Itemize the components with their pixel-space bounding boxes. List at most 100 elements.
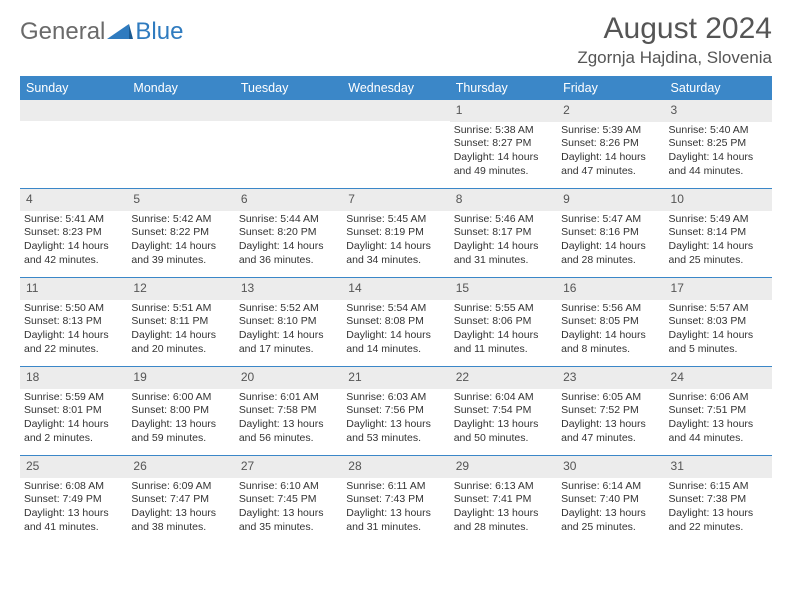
calendar-cell: 22Sunrise: 6:04 AMSunset: 7:54 PMDayligh… xyxy=(450,367,557,455)
sunrise-line: Sunrise: 6:00 AM xyxy=(131,391,230,405)
day-number: 11 xyxy=(20,278,127,300)
day-number: 8 xyxy=(450,189,557,211)
day-number: 26 xyxy=(127,456,234,478)
calendar-cell: 19Sunrise: 6:00 AMSunset: 8:00 PMDayligh… xyxy=(127,367,234,455)
calendar-cell: 14Sunrise: 5:54 AMSunset: 8:08 PMDayligh… xyxy=(342,278,449,366)
daylight-line: Daylight: 14 hours and 31 minutes. xyxy=(454,240,553,267)
sunrise-line: Sunrise: 5:54 AM xyxy=(346,302,445,316)
day-details: Sunrise: 6:08 AMSunset: 7:49 PMDaylight:… xyxy=(20,478,127,539)
day-details: Sunrise: 5:40 AMSunset: 8:25 PMDaylight:… xyxy=(665,122,772,183)
day-details: Sunrise: 6:14 AMSunset: 7:40 PMDaylight:… xyxy=(557,478,664,539)
day-details: Sunrise: 6:01 AMSunset: 7:58 PMDaylight:… xyxy=(235,389,342,450)
day-number: 19 xyxy=(127,367,234,389)
calendar-cell: 17Sunrise: 5:57 AMSunset: 8:03 PMDayligh… xyxy=(665,278,772,366)
calendar-cell: 30Sunrise: 6:14 AMSunset: 7:40 PMDayligh… xyxy=(557,456,664,544)
sunset-line: Sunset: 8:17 PM xyxy=(454,226,553,240)
calendar-cell xyxy=(127,100,234,188)
title-block: August 2024 Zgornja Hajdina, Slovenia xyxy=(577,12,772,68)
day-details: Sunrise: 6:06 AMSunset: 7:51 PMDaylight:… xyxy=(665,389,772,450)
day-details: Sunrise: 6:04 AMSunset: 7:54 PMDaylight:… xyxy=(450,389,557,450)
sunset-line: Sunset: 7:43 PM xyxy=(346,493,445,507)
daylight-line: Daylight: 14 hours and 42 minutes. xyxy=(24,240,123,267)
calendar-week: 18Sunrise: 5:59 AMSunset: 8:01 PMDayligh… xyxy=(20,366,772,455)
day-details: Sunrise: 6:05 AMSunset: 7:52 PMDaylight:… xyxy=(557,389,664,450)
day-number: 25 xyxy=(20,456,127,478)
calendar-cell: 7Sunrise: 5:45 AMSunset: 8:19 PMDaylight… xyxy=(342,189,449,277)
calendar-cell: 20Sunrise: 6:01 AMSunset: 7:58 PMDayligh… xyxy=(235,367,342,455)
calendar-cell: 4Sunrise: 5:41 AMSunset: 8:23 PMDaylight… xyxy=(20,189,127,277)
sunrise-line: Sunrise: 5:52 AM xyxy=(239,302,338,316)
calendar-cell: 10Sunrise: 5:49 AMSunset: 8:14 PMDayligh… xyxy=(665,189,772,277)
day-header: Monday xyxy=(127,76,234,100)
sunset-line: Sunset: 8:16 PM xyxy=(561,226,660,240)
sunrise-line: Sunrise: 6:03 AM xyxy=(346,391,445,405)
day-number: 4 xyxy=(20,189,127,211)
daylight-line: Daylight: 13 hours and 28 minutes. xyxy=(454,507,553,534)
sunrise-line: Sunrise: 6:14 AM xyxy=(561,480,660,494)
calendar-cell: 6Sunrise: 5:44 AMSunset: 8:20 PMDaylight… xyxy=(235,189,342,277)
daylight-line: Daylight: 13 hours and 41 minutes. xyxy=(24,507,123,534)
sunrise-line: Sunrise: 5:45 AM xyxy=(346,213,445,227)
calendar-week: 25Sunrise: 6:08 AMSunset: 7:49 PMDayligh… xyxy=(20,455,772,544)
calendar-cell: 12Sunrise: 5:51 AMSunset: 8:11 PMDayligh… xyxy=(127,278,234,366)
sunrise-line: Sunrise: 5:39 AM xyxy=(561,124,660,138)
sunrise-line: Sunrise: 6:10 AM xyxy=(239,480,338,494)
day-header-row: Sunday Monday Tuesday Wednesday Thursday… xyxy=(20,76,772,100)
day-details: Sunrise: 5:41 AMSunset: 8:23 PMDaylight:… xyxy=(20,211,127,272)
day-details: Sunrise: 5:46 AMSunset: 8:17 PMDaylight:… xyxy=(450,211,557,272)
sunrise-line: Sunrise: 6:15 AM xyxy=(669,480,768,494)
calendar-week: 1Sunrise: 5:38 AMSunset: 8:27 PMDaylight… xyxy=(20,100,772,188)
sunset-line: Sunset: 7:54 PM xyxy=(454,404,553,418)
daylight-line: Daylight: 14 hours and 47 minutes. xyxy=(561,151,660,178)
calendar-cell: 25Sunrise: 6:08 AMSunset: 7:49 PMDayligh… xyxy=(20,456,127,544)
sunrise-line: Sunrise: 6:11 AM xyxy=(346,480,445,494)
calendar-cell: 16Sunrise: 5:56 AMSunset: 8:05 PMDayligh… xyxy=(557,278,664,366)
day-details: Sunrise: 6:03 AMSunset: 7:56 PMDaylight:… xyxy=(342,389,449,450)
sunrise-line: Sunrise: 5:49 AM xyxy=(669,213,768,227)
sunrise-line: Sunrise: 5:46 AM xyxy=(454,213,553,227)
day-details: Sunrise: 5:45 AMSunset: 8:19 PMDaylight:… xyxy=(342,211,449,272)
daylight-line: Daylight: 14 hours and 49 minutes. xyxy=(454,151,553,178)
day-details: Sunrise: 5:54 AMSunset: 8:08 PMDaylight:… xyxy=(342,300,449,361)
sunrise-line: Sunrise: 5:47 AM xyxy=(561,213,660,227)
daylight-line: Daylight: 13 hours and 56 minutes. xyxy=(239,418,338,445)
sunset-line: Sunset: 7:52 PM xyxy=(561,404,660,418)
logo: General Blue xyxy=(20,12,183,46)
daylight-line: Daylight: 13 hours and 35 minutes. xyxy=(239,507,338,534)
day-number: 2 xyxy=(557,100,664,122)
day-details: Sunrise: 5:44 AMSunset: 8:20 PMDaylight:… xyxy=(235,211,342,272)
sunset-line: Sunset: 8:08 PM xyxy=(346,315,445,329)
sunrise-line: Sunrise: 5:56 AM xyxy=(561,302,660,316)
sunset-line: Sunset: 8:27 PM xyxy=(454,137,553,151)
day-details: Sunrise: 6:00 AMSunset: 8:00 PMDaylight:… xyxy=(127,389,234,450)
calendar-cell: 31Sunrise: 6:15 AMSunset: 7:38 PMDayligh… xyxy=(665,456,772,544)
day-details: Sunrise: 5:59 AMSunset: 8:01 PMDaylight:… xyxy=(20,389,127,450)
day-number: 18 xyxy=(20,367,127,389)
daylight-line: Daylight: 14 hours and 22 minutes. xyxy=(24,329,123,356)
daylight-line: Daylight: 14 hours and 17 minutes. xyxy=(239,329,338,356)
sunrise-line: Sunrise: 6:13 AM xyxy=(454,480,553,494)
sunset-line: Sunset: 8:01 PM xyxy=(24,404,123,418)
calendar-week: 4Sunrise: 5:41 AMSunset: 8:23 PMDaylight… xyxy=(20,188,772,277)
logo-triangle-icon xyxy=(107,22,133,42)
calendar-cell: 5Sunrise: 5:42 AMSunset: 8:22 PMDaylight… xyxy=(127,189,234,277)
day-number: 27 xyxy=(235,456,342,478)
day-details: Sunrise: 6:15 AMSunset: 7:38 PMDaylight:… xyxy=(665,478,772,539)
calendar-cell: 2Sunrise: 5:39 AMSunset: 8:26 PMDaylight… xyxy=(557,100,664,188)
day-details: Sunrise: 5:47 AMSunset: 8:16 PMDaylight:… xyxy=(557,211,664,272)
sunset-line: Sunset: 8:11 PM xyxy=(131,315,230,329)
sunrise-line: Sunrise: 5:38 AM xyxy=(454,124,553,138)
sunrise-line: Sunrise: 6:09 AM xyxy=(131,480,230,494)
daylight-line: Daylight: 14 hours and 11 minutes. xyxy=(454,329,553,356)
calendar-cell xyxy=(235,100,342,188)
sunrise-line: Sunrise: 5:50 AM xyxy=(24,302,123,316)
daylight-line: Daylight: 14 hours and 36 minutes. xyxy=(239,240,338,267)
day-header: Tuesday xyxy=(235,76,342,100)
sunset-line: Sunset: 8:22 PM xyxy=(131,226,230,240)
sunrise-line: Sunrise: 5:59 AM xyxy=(24,391,123,405)
daylight-line: Daylight: 14 hours and 39 minutes. xyxy=(131,240,230,267)
calendar-cell: 8Sunrise: 5:46 AMSunset: 8:17 PMDaylight… xyxy=(450,189,557,277)
day-details: Sunrise: 6:13 AMSunset: 7:41 PMDaylight:… xyxy=(450,478,557,539)
logo-text-2: Blue xyxy=(135,18,183,46)
sunset-line: Sunset: 7:51 PM xyxy=(669,404,768,418)
